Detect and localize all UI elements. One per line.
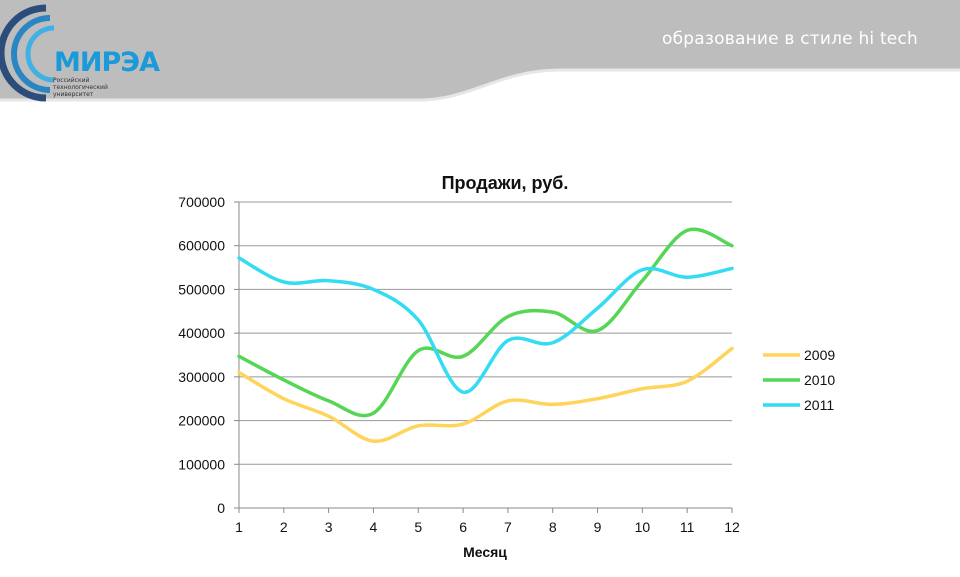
x-tick-label: 1 <box>235 519 243 535</box>
y-tick-label: 200000 <box>178 413 225 429</box>
x-tick-label: 12 <box>724 519 740 535</box>
header-banner: МИРЭА Российский технологический универс… <box>0 0 960 110</box>
series-line-2011 <box>237 256 734 394</box>
y-tick-label: 100000 <box>178 456 225 472</box>
series-line-2009 <box>237 346 734 443</box>
chart-title: Продажи, руб. <box>442 173 569 193</box>
y-tick-label: 400000 <box>178 325 225 341</box>
y-tick-label: 600000 <box>178 238 225 254</box>
y-tick-label: 500000 <box>178 281 225 297</box>
y-tick-label: 0 <box>217 500 225 516</box>
chart-series <box>237 227 734 443</box>
legend-label-2009: 2009 <box>804 347 835 363</box>
logo-name: МИРЭА <box>54 47 160 78</box>
x-tick-label: 7 <box>504 519 512 535</box>
x-tick-label: 6 <box>459 519 467 535</box>
chart-gridlines <box>234 201 733 513</box>
logo-subtitle-line: Российский <box>53 77 90 84</box>
y-tick-label: 700000 <box>178 194 225 210</box>
x-tick-label: 9 <box>594 519 602 535</box>
logo-subtitle-line: университет <box>53 91 94 98</box>
x-tick-label: 11 <box>680 519 695 535</box>
logo-arcs-icon <box>0 4 55 102</box>
y-axis-ticks: 0 100000 200000 300000 400000 500000 600000 700… <box>178 194 225 516</box>
x-tick-label: 8 <box>549 519 557 535</box>
legend-label-2011: 2011 <box>804 397 834 413</box>
x-axis-ticks: 1 2 3 4 5 6 7 8 9 10 11 12 <box>235 519 740 535</box>
y-tick-label: 300000 <box>178 369 225 385</box>
x-axis-title: Месяц <box>463 544 507 560</box>
x-tick-label: 5 <box>414 519 422 535</box>
logo-subtitle: Российский технологический университет <box>53 77 133 98</box>
x-tick-label: 10 <box>635 519 651 535</box>
logo-subtitle-line: технологический <box>53 84 108 91</box>
chart-legend: 2009 2010 2011 <box>763 347 835 413</box>
x-tick-label: 3 <box>325 519 333 535</box>
x-tick-label: 4 <box>370 519 378 535</box>
legend-label-2010: 2010 <box>804 372 835 388</box>
x-tick-label: 2 <box>280 519 288 535</box>
header-slogan: образование в стиле hi tech <box>662 29 918 49</box>
series-line-2010 <box>237 227 734 418</box>
header-background <box>0 0 960 102</box>
